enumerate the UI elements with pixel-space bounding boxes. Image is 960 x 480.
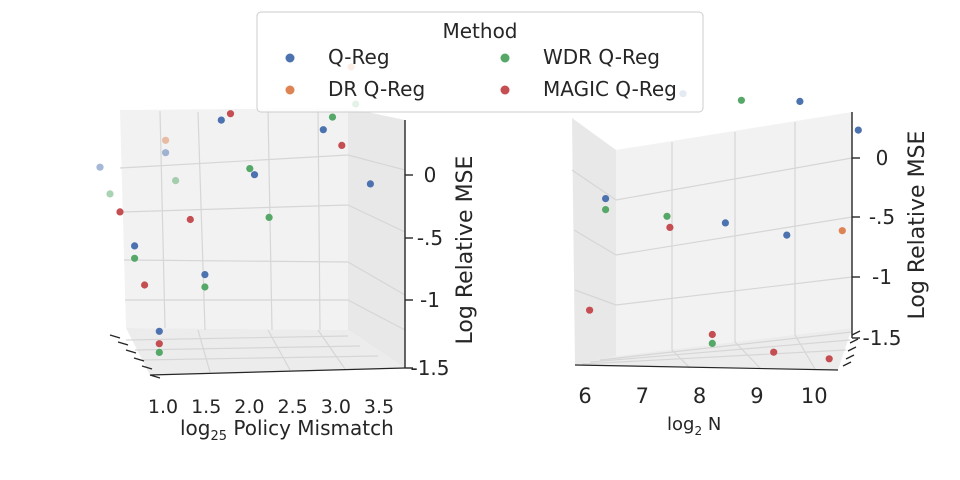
data-point xyxy=(666,223,674,231)
data-point xyxy=(796,97,804,105)
data-point xyxy=(602,206,610,214)
data-point xyxy=(201,283,209,291)
x-tick-label: 3.5 xyxy=(364,396,394,418)
legend-entries: Q-Reg DR Q-Reg WDR Q-Reg MAGIC Q-Reg xyxy=(285,45,677,101)
legend-box xyxy=(256,11,704,113)
left-back-pane xyxy=(120,108,348,330)
data-point xyxy=(155,327,163,335)
x-tick-label: 7 xyxy=(636,384,649,408)
data-point xyxy=(663,212,671,220)
data-point xyxy=(201,271,209,279)
right-back-pane xyxy=(616,112,852,356)
legend-marker xyxy=(500,85,510,95)
left-gridlines xyxy=(119,108,406,373)
right-floor-pane xyxy=(575,328,852,370)
x-tick-label: 9 xyxy=(750,384,763,408)
x-tick-label: 6 xyxy=(578,384,591,408)
z-tick-label: 0 xyxy=(424,163,437,187)
left-x-axis-label: log25 Policy Mismatch xyxy=(180,416,394,444)
data-point xyxy=(131,254,139,262)
right-z-ticks: 0 -.5 -1 -1.5 xyxy=(852,146,902,350)
data-point xyxy=(106,190,114,198)
z-tick-label: -1 xyxy=(420,288,440,312)
data-point xyxy=(319,126,327,134)
data-point xyxy=(737,96,746,104)
legend-marker xyxy=(285,85,295,95)
right-panel: 0 -.5 -1 -1.5 6 7 8 9 10 log2 N Log Relative MS… xyxy=(571,90,930,438)
right-x-axis xyxy=(574,364,839,371)
data-point xyxy=(838,227,846,235)
data-point xyxy=(155,348,163,356)
data-point xyxy=(854,126,862,134)
data-point xyxy=(162,149,170,157)
x-tick-label: 3.0 xyxy=(321,396,351,418)
legend: Method Q-Reg DR Q-Reg WDR Q-Reg MAGIC Q-Reg xyxy=(256,11,704,113)
legend-marker xyxy=(285,53,295,63)
data-point xyxy=(586,306,594,314)
data-point xyxy=(246,165,254,173)
right-z-axis-label: Log Relative MSE xyxy=(905,131,930,320)
data-point xyxy=(770,348,778,356)
z-tick-label: -.5 xyxy=(417,226,443,250)
left-z-ticks: 0 -.5 -1 -1.5 xyxy=(405,163,450,380)
data-point xyxy=(155,340,163,348)
legend-label: MAGIC Q-Reg xyxy=(543,77,677,101)
right-x-axis-label: log2 N xyxy=(667,414,721,438)
right-gridlines xyxy=(571,122,853,370)
data-point xyxy=(708,339,716,347)
data-point xyxy=(708,330,716,339)
legend-title: Method xyxy=(442,19,517,43)
data-point xyxy=(162,136,170,144)
data-point xyxy=(217,116,225,124)
data-point xyxy=(721,219,730,227)
data-point xyxy=(131,242,139,250)
legend-marker xyxy=(500,53,510,63)
x-tick-label: 2.5 xyxy=(277,396,307,418)
data-point xyxy=(265,213,273,221)
data-point xyxy=(338,141,346,149)
data-point xyxy=(116,208,124,216)
z-tick-label: -1.5 xyxy=(410,356,449,380)
data-point xyxy=(186,215,194,224)
x-tick-label: 1.0 xyxy=(148,396,178,418)
data-point xyxy=(141,281,149,289)
z-tick-label: -1 xyxy=(872,265,892,289)
z-tick-label: -.5 xyxy=(869,205,895,229)
data-point xyxy=(96,163,104,171)
left-panel: 0 -.5 -1 -1.5 1.0 1.5 2.0 2.5 3.0 3.5 log25 Poli… xyxy=(96,63,478,444)
data-point xyxy=(250,171,259,179)
data-point xyxy=(783,231,791,239)
data-point xyxy=(226,110,235,118)
z-tick-label: -1.5 xyxy=(862,326,901,350)
left-side-pane xyxy=(348,108,405,368)
left-floor-ticks xyxy=(109,334,161,379)
x-tick-label: 2.0 xyxy=(234,396,264,418)
right-floor-ticks xyxy=(842,330,861,367)
legend-label: Q-Reg xyxy=(328,45,390,69)
z-tick-label: 0 xyxy=(876,146,889,170)
data-point xyxy=(172,177,180,185)
x-tick-label: 8 xyxy=(693,384,706,408)
data-point xyxy=(366,180,374,188)
x-tick-label: 10 xyxy=(801,384,828,408)
left-floor-pane xyxy=(126,328,405,375)
left-z-axis-label: Log Relative MSE xyxy=(453,156,478,345)
data-point xyxy=(328,113,337,121)
data-point xyxy=(602,195,610,203)
x-tick-label: 1.5 xyxy=(191,396,221,418)
data-point xyxy=(825,355,833,363)
legend-label: DR Q-Reg xyxy=(328,77,425,101)
left-x-ticks: 1.0 1.5 2.0 2.5 3.0 3.5 xyxy=(148,396,394,418)
right-points xyxy=(586,90,862,363)
left-x-axis xyxy=(149,367,406,376)
right-x-ticks: 6 7 8 9 10 xyxy=(578,384,827,408)
legend-label: WDR Q-Reg xyxy=(543,45,660,69)
